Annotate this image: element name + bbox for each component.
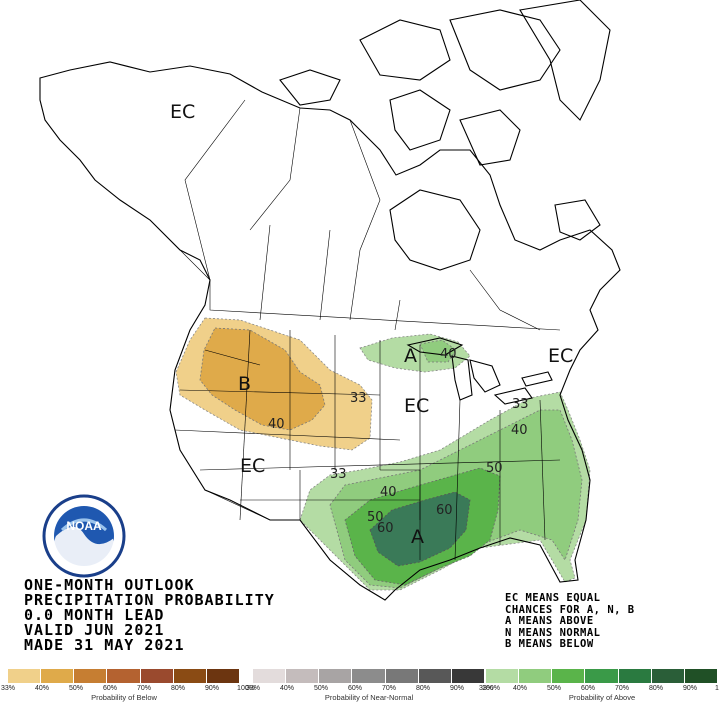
title-line-5: MADE 31 MAY 2021	[24, 636, 185, 654]
scale-tick-label: 90%	[449, 685, 465, 692]
category-labels: EC EC EC EC B A A	[170, 101, 573, 548]
contour-label-a50-east: 50	[486, 461, 503, 476]
scale-tick-label: 90%	[204, 685, 220, 692]
contour-label-a40-east: 40	[511, 423, 528, 438]
title-line-3: 0.0 MONTH LEAD	[24, 606, 165, 624]
scale-tick-label: 70%	[136, 685, 152, 692]
label-ec-northeast: EC	[548, 345, 573, 367]
scale-swatch	[206, 669, 239, 683]
noaa-logo: NOAA	[42, 494, 126, 578]
scale-swatch	[585, 669, 618, 683]
above-40-lakes	[419, 339, 457, 363]
scale-swatch	[684, 669, 717, 683]
scale-tick-label: 80%	[648, 685, 664, 692]
scale-swatch	[618, 669, 651, 683]
scale-tick-label: 40%	[34, 685, 50, 692]
contour-label-a33-east: 33	[512, 397, 529, 412]
scale-swatch	[418, 669, 451, 683]
scale-near-normal-caption: Probability of Near-Normal	[324, 693, 414, 702]
scale-tick-label: 50%	[313, 685, 329, 692]
scale-tick-label: 100%	[715, 685, 719, 692]
title-line-4: VALID JUN 2021	[24, 621, 165, 639]
label-below: B	[238, 373, 251, 395]
basemap	[39, 0, 621, 601]
scale-swatch	[107, 669, 140, 683]
scale-swatch	[385, 669, 418, 683]
scale-swatch	[8, 669, 41, 683]
scale-tick-label: 60%	[102, 685, 118, 692]
contour-label-a60-b: 60	[436, 503, 453, 518]
title-block: ONE-MONTH OUTLOOK PRECIPITATION PROBABIL…	[24, 578, 275, 653]
below-40-area	[199, 327, 326, 431]
contour-label-b33: 33	[350, 391, 367, 406]
scale-tick-label: 33%	[0, 685, 16, 692]
label-ec-central: EC	[404, 395, 429, 417]
scale-swatch	[451, 669, 484, 683]
scale-swatch	[286, 669, 319, 683]
contour-labels: 33 40 40 33 40 50 33 40 50 60 60	[268, 347, 529, 536]
scale-swatch	[519, 669, 552, 683]
scale-tick-label: 90%	[682, 685, 698, 692]
scale-swatch	[140, 669, 173, 683]
legend-note-1: EC MEANS EQUAL	[505, 592, 601, 604]
scale-swatch	[486, 669, 519, 683]
scale-swatch	[651, 669, 684, 683]
label-above-lakes: A	[404, 345, 417, 367]
title-line-1: ONE-MONTH OUTLOOK	[24, 576, 195, 594]
below-normal-region	[175, 317, 373, 451]
above-normal-lakes	[359, 333, 471, 373]
scale-swatch	[319, 669, 352, 683]
contour-label-a40-south: 40	[380, 485, 397, 500]
label-ec-southwest: EC	[240, 455, 265, 477]
scale-tick-label: 60%	[347, 685, 363, 692]
scale-near-normal-swatches	[253, 669, 485, 683]
scale-tick-label: 70%	[381, 685, 397, 692]
scale-tick-label: 80%	[415, 685, 431, 692]
scale-tick-label: 40%	[279, 685, 295, 692]
scale-below: 33% 40% 50% 60% 70% 80% 90% 100% Probability of…	[1, 669, 255, 707]
scale-above-caption: Probability of Above	[568, 693, 636, 702]
scale-swatch	[74, 669, 107, 683]
scale-above-ticks: 33% 40% 50% 60% 70% 80% 90% 100%	[479, 683, 719, 693]
scale-tick-label: 70%	[614, 685, 630, 692]
scale-above: 33% 40% 50% 60% 70% 80% 90% 100% Probability of…	[479, 669, 719, 707]
legend-note-2: CHANCES FOR A, N, B	[505, 603, 635, 616]
scale-tick-label: 33%	[245, 685, 261, 692]
contour-label-a50-south: 50	[367, 510, 384, 525]
scale-swatch	[552, 669, 585, 683]
scale-near-normal-ticks: 33% 40% 50% 60% 70% 80% 90% 100%	[246, 683, 500, 693]
scale-swatch	[352, 669, 385, 683]
scale-above-swatches	[486, 669, 718, 683]
title-line-2: PRECIPITATION PROBABILITY	[24, 591, 275, 609]
label-ec-alaska: EC	[170, 101, 195, 123]
contour-label-a60-a: 60	[377, 521, 394, 536]
scale-below-ticks: 33% 40% 50% 60% 70% 80% 90% 100%	[1, 683, 255, 693]
scale-below-caption: Probability of Below	[91, 693, 157, 702]
scale-tick-label: 100%	[482, 685, 500, 692]
scale-swatch	[253, 669, 286, 683]
legend-notes: EC MEANS EQUAL CHANCES FOR A, N, B A MEA…	[505, 592, 635, 651]
scale-tick-label: 60%	[580, 685, 596, 692]
scale-swatch	[173, 669, 206, 683]
scale-tick-label: 50%	[68, 685, 84, 692]
contour-label-a40-lakes: 40	[440, 347, 457, 362]
legend-note-3: A MEANS ABOVE	[505, 615, 594, 627]
scale-swatch	[41, 669, 74, 683]
scale-tick-label: 50%	[546, 685, 562, 692]
scale-tick-label: 40%	[512, 685, 528, 692]
scale-tick-label: 80%	[170, 685, 186, 692]
coastline	[39, 61, 621, 601]
legend-note-4: N MEANS NORMAL	[505, 626, 601, 639]
scale-near-normal: 33% 40% 50% 60% 70% 80% 90% 100% Probability of…	[246, 669, 500, 707]
scale-below-swatches	[8, 669, 240, 683]
label-above-gulf: A	[411, 526, 424, 548]
scale-tick-label: 33%	[478, 685, 494, 692]
contour-label-a33-south: 33	[330, 467, 347, 482]
contour-label-b40: 40	[268, 417, 285, 432]
legend-note-5: B MEANS BELOW	[505, 638, 594, 650]
noaa-logo-text: NOAA	[66, 519, 102, 533]
scale-tick-label: 100%	[237, 685, 255, 692]
boundaries	[149, 99, 561, 586]
